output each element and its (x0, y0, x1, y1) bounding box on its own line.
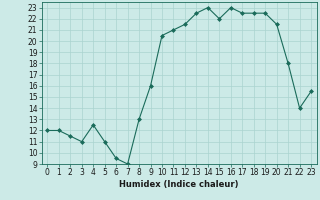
X-axis label: Humidex (Indice chaleur): Humidex (Indice chaleur) (119, 180, 239, 189)
